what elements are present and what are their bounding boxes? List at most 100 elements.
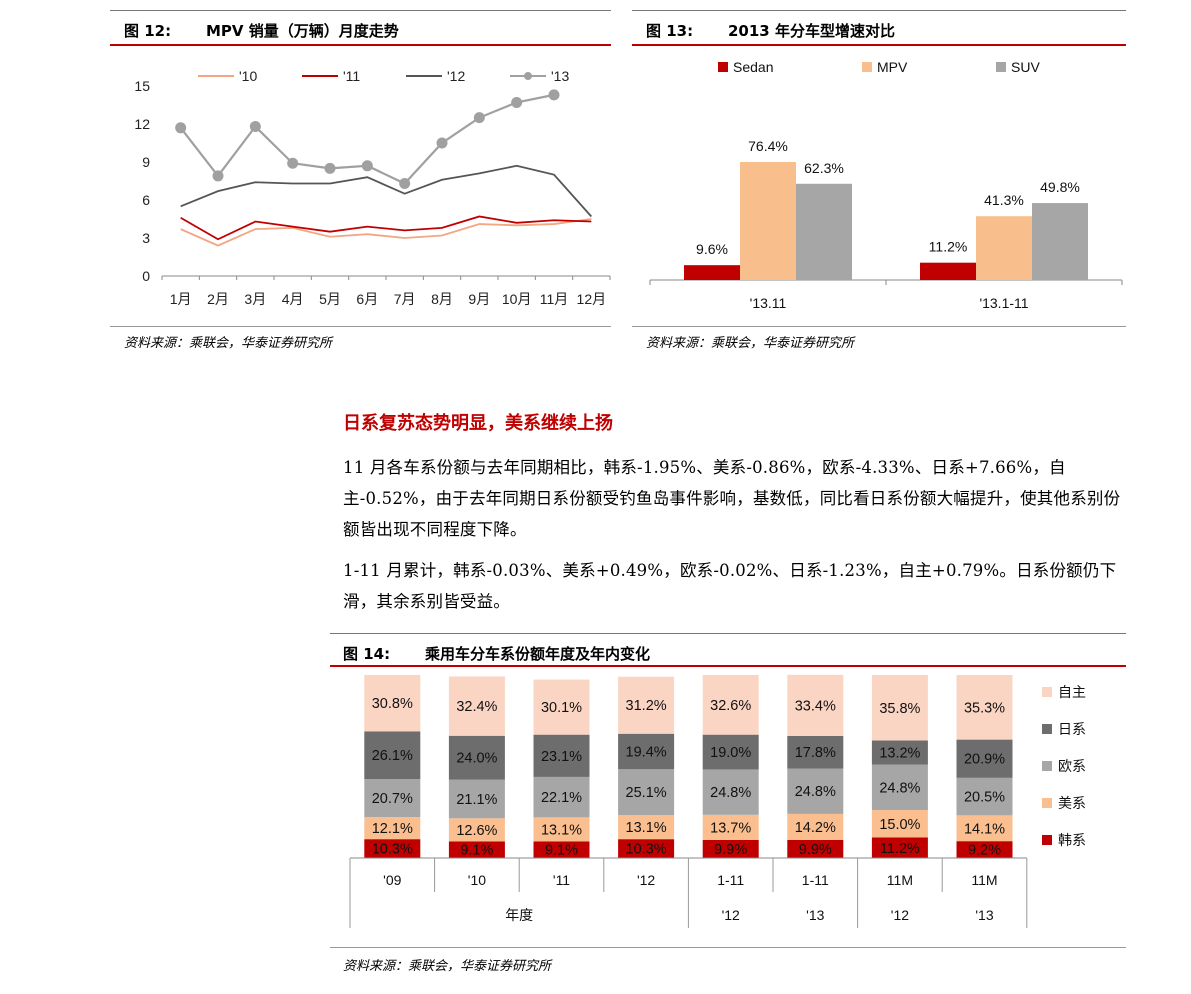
stack-segment-0	[871, 837, 928, 858]
fig12-red-rule	[110, 44, 611, 46]
stack-segment-0	[533, 841, 590, 858]
y-tick-label: 0	[142, 268, 150, 284]
fig12-top-rule	[110, 10, 611, 11]
series-line-0	[180, 218, 592, 247]
legend-swatch	[1042, 761, 1052, 771]
fig14-title-text: 乘用车分车系份额年度及年内变化	[425, 645, 651, 663]
bar-sedan	[920, 262, 976, 280]
series-point	[548, 89, 560, 101]
stack-segment-2	[702, 769, 759, 815]
legend-label: SUV	[1011, 59, 1040, 75]
legend-label: 自主	[1058, 684, 1086, 700]
brand-share-stacked-chart: 10.3% 12.1% 20.7% 26.1% 30.8% 9.1% 12.6% 21.1% 2…	[349, 674, 1086, 928]
segment-value-label: 35.8%	[879, 701, 920, 717]
segment-value-label: 30.8%	[372, 696, 413, 712]
y-tick-label: 6	[142, 192, 150, 208]
fig13-red-rule	[632, 44, 1126, 46]
segment-value-label: 9.9%	[799, 842, 832, 858]
fig13-title-text: 2013 年分车型增速对比	[728, 22, 895, 40]
legend-swatch	[1042, 724, 1052, 734]
segment-value-label: 9.1%	[460, 843, 493, 859]
segment-value-label: 26.1%	[372, 748, 413, 764]
series-line-1	[180, 215, 592, 241]
legend-swatch	[1042, 798, 1052, 808]
stack-segment-0	[364, 839, 421, 858]
stack-segment-4	[871, 675, 928, 741]
legend-label: Sedan	[733, 59, 773, 75]
fig14-red-rule	[330, 665, 1126, 667]
segment-value-label: 19.0%	[710, 745, 751, 761]
fig14-source: 资料来源：乘联会，华泰证券研究所	[343, 959, 552, 974]
legend-swatch	[1042, 687, 1052, 697]
segment-value-label: 23.1%	[541, 749, 582, 765]
segment-value-label: 24.0%	[456, 751, 497, 767]
series-point	[436, 137, 448, 149]
series-line-2	[180, 164, 593, 218]
stack-segment-4	[956, 675, 1013, 740]
bar-value-label: 62.3%	[804, 160, 844, 176]
series-point	[249, 121, 261, 133]
axis-row1-label: '12	[637, 872, 655, 888]
segment-value-label: 14.1%	[964, 821, 1005, 837]
segment-value-label: 9.9%	[714, 842, 747, 858]
y-tick-label: 12	[134, 116, 150, 132]
series-point	[473, 112, 485, 124]
bar-value-label: 9.6%	[696, 241, 728, 257]
axis-row1-label: '11	[553, 872, 570, 888]
segment-value-label: 10.3%	[626, 842, 667, 858]
legend-label: 欧系	[1058, 758, 1086, 774]
stack-segment-2	[448, 779, 505, 819]
category-label: '13.1-11	[979, 295, 1028, 311]
fig12-number: 图 12:	[124, 22, 172, 40]
x-tick-label: 5月	[319, 291, 341, 307]
bar-value-label: 76.4%	[748, 138, 788, 154]
segment-value-label: 10.3%	[372, 842, 413, 858]
legend-label: '12	[447, 68, 465, 84]
stack-segment-4	[787, 674, 844, 736]
series-point	[324, 162, 336, 174]
segment-value-label: 12.6%	[456, 823, 497, 839]
fig14-bottom-rule	[330, 947, 1126, 948]
segment-value-label: 30.1%	[541, 700, 582, 716]
legend-swatch	[1042, 835, 1052, 845]
segment-value-label: 9.2%	[968, 843, 1001, 859]
segment-value-label: 32.4%	[456, 699, 497, 715]
y-tick-label: 15	[134, 78, 150, 94]
segment-value-label: 20.9%	[964, 752, 1005, 768]
fig14-top-rule	[330, 633, 1126, 634]
segment-value-label: 13.1%	[541, 822, 582, 838]
axis-row1-label: 1-11	[802, 872, 829, 888]
fig13-top-rule	[632, 10, 1126, 11]
stack-segment-4	[448, 676, 505, 736]
y-tick-label: 9	[142, 154, 150, 170]
stack-segment-1	[533, 817, 590, 842]
legend-label: '13	[551, 68, 569, 84]
segment-value-label: 15.0%	[879, 817, 920, 833]
stack-segment-1	[956, 815, 1013, 842]
fig12-title-text: MPV 销量（万辆）月度走势	[206, 22, 399, 40]
stack-segment-3	[702, 734, 759, 770]
segment-value-label: 35.3%	[964, 700, 1005, 716]
fig14-number: 图 14:	[343, 645, 391, 663]
category-label: '13.11	[750, 295, 787, 311]
segment-value-label: 13.7%	[710, 820, 751, 836]
axis-row1-label: 1-11	[717, 872, 744, 888]
legend-swatch	[996, 62, 1006, 72]
segment-value-label: 25.1%	[626, 785, 667, 801]
stack-segment-0	[448, 841, 505, 858]
stack-segment-4	[364, 675, 421, 732]
axis-row2-label: '12	[722, 907, 740, 923]
stack-segment-3	[448, 735, 505, 780]
fig13-bottom-rule	[632, 326, 1126, 327]
stack-segment-3	[533, 734, 590, 777]
x-tick-label: 12月	[577, 291, 607, 307]
segment-value-label: 20.7%	[372, 791, 413, 807]
x-tick-label: 6月	[356, 291, 378, 307]
axis-row1-label: 11M	[887, 872, 913, 888]
legend-label: 韩系	[1058, 832, 1086, 848]
legend-label: '10	[239, 68, 257, 84]
segment-value-label: 21.1%	[456, 792, 497, 808]
legend-swatch	[718, 62, 728, 72]
stack-segment-1	[618, 815, 675, 840]
segment-value-label: 9.1%	[545, 843, 578, 859]
